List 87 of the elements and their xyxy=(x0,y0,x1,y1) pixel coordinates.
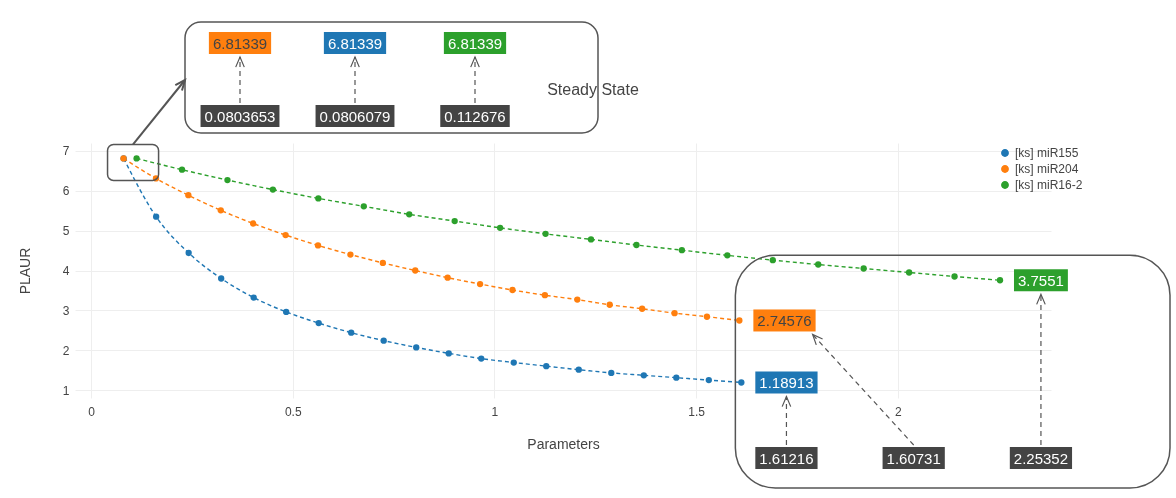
point xyxy=(736,317,743,324)
point xyxy=(444,274,451,281)
point xyxy=(347,251,354,258)
point xyxy=(314,242,322,249)
point xyxy=(445,350,452,357)
point xyxy=(587,236,595,243)
x-tick-label: 1 xyxy=(491,404,499,419)
point xyxy=(640,372,647,379)
value-label: 1.18913 xyxy=(755,371,818,394)
point xyxy=(283,308,290,316)
legend-label: [ks] miR16-2 xyxy=(1015,178,1083,192)
value-label: 6.81339 xyxy=(323,32,387,54)
point xyxy=(217,207,224,214)
value-label: 6.81339 xyxy=(443,32,507,54)
y-axis-title: PLAUR xyxy=(16,247,33,295)
point xyxy=(412,267,419,274)
point xyxy=(996,277,1004,284)
point xyxy=(606,301,613,308)
point xyxy=(678,247,686,254)
point xyxy=(575,366,582,373)
point xyxy=(224,176,231,184)
point xyxy=(510,359,517,366)
y-tick-label: 6 xyxy=(62,184,70,199)
value-label: 0.0806079 xyxy=(315,105,395,127)
point xyxy=(476,280,484,288)
point xyxy=(451,217,458,225)
y-tick-label: 5 xyxy=(62,224,70,239)
point xyxy=(705,376,712,384)
point xyxy=(608,369,615,377)
point xyxy=(543,362,550,370)
point xyxy=(633,241,640,249)
x-tick-label: 0.5 xyxy=(284,404,302,419)
value-label: 6.81339 xyxy=(208,32,272,54)
point xyxy=(152,213,160,220)
y-tick-label: 3 xyxy=(62,303,70,318)
point xyxy=(379,259,386,267)
value-label: 3.7551 xyxy=(1014,269,1068,292)
value-label: 1.60731 xyxy=(882,447,945,469)
point xyxy=(509,286,516,294)
point xyxy=(282,231,289,239)
point xyxy=(360,203,367,210)
y-tick-label: 4 xyxy=(62,264,70,278)
legend-label: [ks] miR155 xyxy=(1015,146,1079,160)
point xyxy=(406,211,413,218)
x-axis-title: Parameters xyxy=(527,435,600,452)
point xyxy=(905,269,913,276)
x-tick-label: 2 xyxy=(894,404,902,419)
point xyxy=(380,337,387,344)
point xyxy=(185,249,192,257)
point xyxy=(218,275,225,282)
point xyxy=(133,155,140,162)
point xyxy=(638,305,646,312)
value-label: 0.0803653 xyxy=(200,105,280,127)
point xyxy=(348,329,355,336)
x-tick-label: 1.5 xyxy=(688,404,706,419)
point xyxy=(574,296,581,303)
point xyxy=(315,195,322,202)
chart-title: Steady State xyxy=(547,81,639,98)
point xyxy=(496,224,504,232)
point xyxy=(703,313,711,320)
point xyxy=(738,379,745,386)
point xyxy=(724,252,731,259)
point xyxy=(860,265,867,272)
y-tick-label: 7 xyxy=(62,144,70,159)
point xyxy=(769,256,776,264)
y-tick-label: 1 xyxy=(62,383,70,398)
point xyxy=(673,374,680,381)
point xyxy=(250,220,257,227)
y-tick-label: 2 xyxy=(62,343,70,358)
point xyxy=(269,186,277,193)
value-label: 1.61216 xyxy=(755,447,818,469)
point xyxy=(178,166,186,173)
point xyxy=(413,344,420,351)
point xyxy=(671,309,678,317)
point xyxy=(185,192,192,199)
value-label: 0.112676 xyxy=(440,105,510,127)
value-label: 2.25352 xyxy=(1009,447,1073,469)
point xyxy=(815,261,822,268)
point xyxy=(478,355,485,362)
point xyxy=(315,319,322,327)
point xyxy=(250,294,257,301)
point xyxy=(951,273,958,280)
legend-label: [ks] miR204 xyxy=(1015,162,1079,176)
value-label: 2.74576 xyxy=(753,309,816,332)
point xyxy=(541,292,549,299)
point xyxy=(542,230,549,237)
x-tick-label: 0 xyxy=(88,404,96,419)
